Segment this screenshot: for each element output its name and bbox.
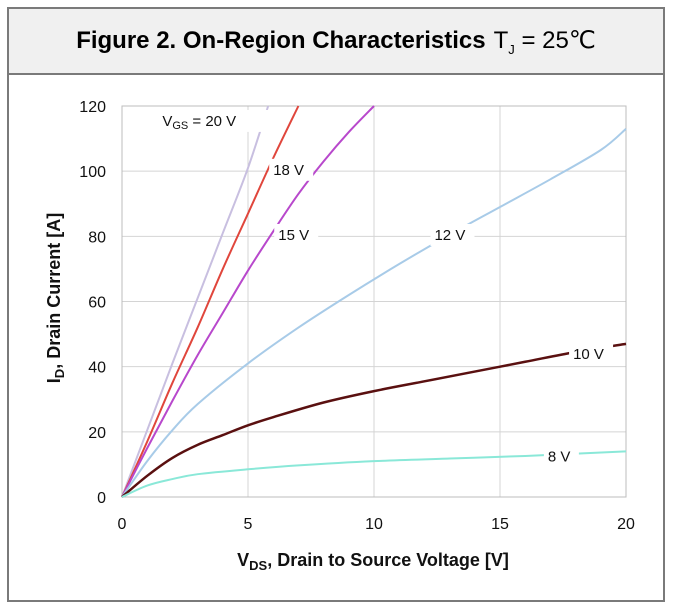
title-main: Figure 2. On-Region Characteristics <box>76 26 486 54</box>
grid <box>121 105 627 498</box>
x-axis-title: VDS, Drain to Source Voltage [V] <box>237 550 509 573</box>
figure-title: Figure 2. On-Region Characteristics TJ = … <box>76 26 596 57</box>
series-line <box>121 105 375 498</box>
y-tick-label: 120 <box>79 99 106 116</box>
y-tick-label: 40 <box>88 360 106 377</box>
series-line <box>121 450 627 498</box>
series-line <box>121 128 627 498</box>
curve-label: 18 V <box>273 162 304 179</box>
curve-label: 8 V <box>548 449 571 466</box>
y-tick-label: 80 <box>88 229 106 246</box>
curve-labels: VGS = 20 V 18 V 15 V 12 V 10 V 8 V <box>159 109 614 468</box>
y-tick-label: 20 <box>88 425 106 442</box>
curve-label-background <box>430 223 475 246</box>
curve-label: 15 V <box>278 227 309 244</box>
figure-header: Figure 2. On-Region Characteristics TJ = … <box>9 9 663 75</box>
curve-label-background <box>274 223 319 246</box>
curve-label-background <box>543 445 579 468</box>
y-tick-label: 0 <box>97 490 106 507</box>
series-line <box>121 342 627 498</box>
y-axis-title: ID, Drain Current [A] <box>44 213 67 383</box>
x-tick-label: 0 <box>118 516 127 533</box>
curve-label-background <box>159 109 272 132</box>
curve-label-background <box>569 342 614 365</box>
y-tick-label: 60 <box>88 295 106 312</box>
x-tick-label: 20 <box>617 516 635 533</box>
ticks: 0 5 10 15 20 0 20 40 60 80 100 120 <box>79 99 635 533</box>
title-condition: TJ = 25℃ <box>493 26 596 57</box>
x-tick-label: 10 <box>365 516 383 533</box>
curves <box>121 105 627 498</box>
x-tick-label: 5 <box>244 516 253 533</box>
curve-label: 10 V <box>573 346 604 363</box>
curve-label-background <box>269 158 314 181</box>
x-tick-label: 15 <box>491 516 509 533</box>
y-tick-label: 100 <box>79 164 106 181</box>
curve-label: 12 V <box>434 227 465 244</box>
series-line <box>121 105 270 498</box>
curve-label: VGS = 20 V <box>162 113 236 132</box>
